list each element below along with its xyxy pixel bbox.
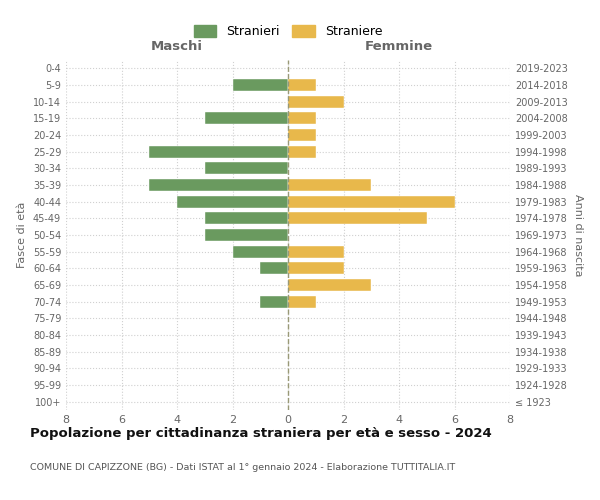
Bar — [288, 246, 343, 258]
Y-axis label: Fasce di età: Fasce di età — [17, 202, 27, 268]
Text: Popolazione per cittadinanza straniera per età e sesso - 2024: Popolazione per cittadinanza straniera p… — [30, 428, 492, 440]
Bar — [288, 129, 316, 141]
Bar — [288, 179, 371, 191]
Bar — [205, 212, 288, 224]
Bar — [149, 179, 288, 191]
Bar — [149, 146, 288, 158]
Legend: Stranieri, Straniere: Stranieri, Straniere — [190, 21, 386, 42]
Text: Femmine: Femmine — [365, 40, 433, 54]
Bar — [288, 279, 371, 291]
Bar — [288, 212, 427, 224]
Y-axis label: Anni di nascita: Anni di nascita — [573, 194, 583, 276]
Bar — [205, 229, 288, 241]
Bar — [288, 79, 316, 91]
Bar — [177, 196, 288, 207]
Bar — [288, 196, 455, 207]
Text: COMUNE DI CAPIZZONE (BG) - Dati ISTAT al 1° gennaio 2024 - Elaborazione TUTTITAL: COMUNE DI CAPIZZONE (BG) - Dati ISTAT al… — [30, 462, 455, 471]
Bar — [260, 262, 288, 274]
Text: Maschi: Maschi — [151, 40, 203, 54]
Bar — [233, 79, 288, 91]
Bar — [288, 112, 316, 124]
Bar — [288, 96, 343, 108]
Bar — [288, 262, 343, 274]
Bar — [288, 296, 316, 308]
Bar — [288, 146, 316, 158]
Bar — [233, 246, 288, 258]
Bar — [205, 112, 288, 124]
Bar — [260, 296, 288, 308]
Bar — [205, 162, 288, 174]
